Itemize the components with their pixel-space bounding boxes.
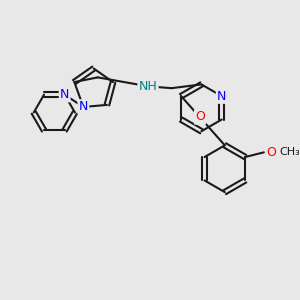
Text: N: N [60, 88, 69, 101]
Text: NH: NH [139, 80, 158, 93]
Text: CH₃: CH₃ [280, 147, 300, 157]
Text: O: O [266, 146, 276, 159]
Text: O: O [195, 110, 205, 124]
Text: N: N [79, 100, 88, 113]
Text: N: N [217, 90, 226, 103]
